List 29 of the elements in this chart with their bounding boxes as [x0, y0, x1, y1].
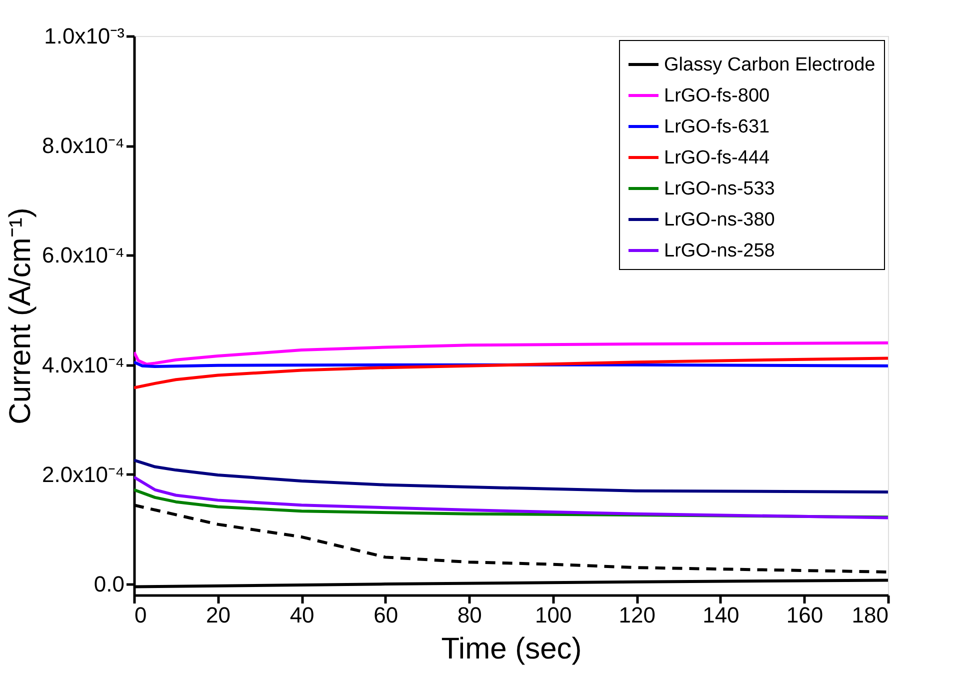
- x-tick-label: 160: [786, 602, 824, 628]
- y-tick-label: 4.0x10⁻⁴: [42, 352, 124, 378]
- y-tick-label: 2.0x10⁻⁴: [42, 462, 124, 487]
- y-tick-label: 6.0x10⁻⁴: [42, 242, 124, 268]
- x-axis-title: Time (sec): [441, 632, 582, 666]
- x-tick-label: 120: [618, 602, 656, 628]
- line-series: [134, 356, 888, 390]
- x-tick-label: 40: [290, 602, 314, 628]
- legend-label: LrGO-fs-800: [664, 86, 770, 106]
- x-tick-label: 140: [702, 602, 740, 628]
- y-tick-label: 8.0x10⁻⁴: [42, 133, 124, 158]
- x-tick-label: 100: [535, 602, 572, 628]
- legend-label: LrGO-fs-444: [664, 148, 770, 168]
- legend-label: LrGO-ns-380: [664, 210, 775, 230]
- legend-label: LrGO-fs-631: [664, 116, 770, 138]
- line-series: [134, 458, 888, 494]
- line-series: [134, 341, 888, 366]
- y-tick-label: 0.0: [94, 572, 124, 597]
- x-tick-label: 180: [852, 602, 888, 628]
- legend-label: LrGO-ns-533: [664, 178, 775, 200]
- y-axis-title: Current (A/cm⁻¹): [4, 208, 37, 424]
- x-tick-label: 60: [374, 602, 398, 628]
- line-series: [134, 476, 888, 520]
- x-tick-label: 20: [206, 602, 231, 628]
- x-tick-label: 0: [134, 602, 147, 628]
- legend-label: LrGO-ns-258: [664, 240, 775, 262]
- y-tick-label: 1.0x10⁻³: [44, 24, 124, 48]
- x-tick-label: 80: [457, 602, 482, 628]
- legend-label: Glassy Carbon Electrode: [664, 54, 876, 76]
